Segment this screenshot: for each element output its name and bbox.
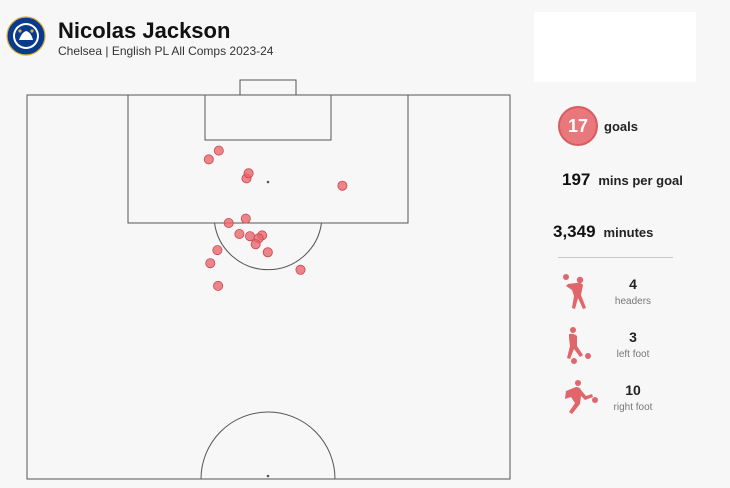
shot-point [234,228,245,239]
shot-point [223,217,234,228]
headers-count: 4 [629,276,637,292]
penalty-spot [266,180,270,184]
goals-badge: 17 [558,106,598,146]
chelsea-crest-icon [6,16,46,56]
shot-point [213,280,224,291]
breakdown-headers: 4 headers [600,276,666,307]
left-foot-label: left foot [616,349,650,360]
centre-circle [200,411,336,480]
shot-map-pitch [26,79,511,480]
shot-point [205,258,216,269]
shot-point [250,239,261,250]
left-foot-player-icon [567,327,591,364]
stats-divider [558,257,673,258]
six-yard-box [204,94,332,141]
penalty-box [127,94,409,224]
goals-label: goals [604,118,638,134]
shot-point [337,180,348,191]
shot-point [243,168,254,179]
right-foot-count: 10 [625,382,641,398]
shot-point [262,247,273,258]
penalty-arc [214,222,322,271]
player-name: Nicolas Jackson [58,18,231,43]
right-foot-player-icon [565,380,598,414]
breakdown-right-foot: 10 right foot [600,382,666,413]
shot-point [203,154,214,165]
breakdown-left-foot: 3 left foot [600,329,666,360]
right-foot-label: right foot [613,402,653,413]
minutes-label: minutes [603,225,654,240]
shot-point [240,213,251,224]
minutes-stat: 3,349 minutes [553,222,653,242]
left-foot-count: 3 [629,329,637,345]
centre-spot [266,474,270,478]
subtitle: Chelsea | English PL All Comps 2023-24 [58,44,274,58]
shot-point [213,145,224,156]
mins-per-goal-stat: 197 mins per goal [562,170,683,190]
minutes-value: 3,349 [553,222,596,241]
goals-stat: 17 goals [558,106,638,146]
goal [239,79,297,96]
blank-panel [534,12,696,82]
pitch-outline [26,94,511,480]
shot-point [212,245,223,256]
headers-label: headers [614,296,652,307]
mins-per-goal-value: 197 [562,170,591,189]
header-player-icon [563,274,586,309]
shot-point [295,264,306,275]
mins-per-goal-label: mins per goal [598,173,683,188]
shot-point [244,231,255,242]
